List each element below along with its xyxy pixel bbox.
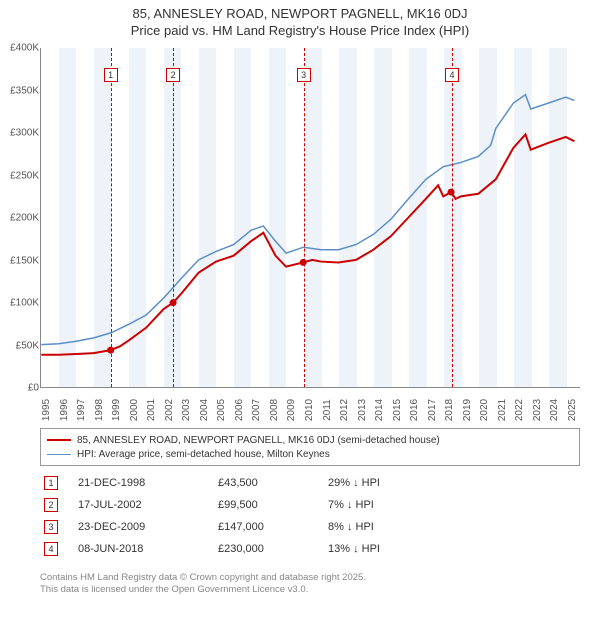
legend-swatch (47, 454, 71, 455)
x-axis-tick: 2000 (129, 399, 140, 421)
sale-row: 1 21-DEC-1998£43,50029% ↓ HPI (40, 472, 580, 494)
property-line (41, 134, 574, 354)
sale-date: 21-DEC-1998 (78, 477, 218, 489)
x-axis-tick: 2005 (216, 399, 227, 421)
x-axis-tick: 2009 (286, 399, 297, 421)
plot-area: £0£50K£100K£150K£200K£250K£300K£350K£400… (40, 48, 580, 388)
sale-date: 17-JUL-2002 (78, 499, 218, 511)
y-axis-tick: £200K (1, 213, 39, 224)
x-axis-tick: 1996 (59, 399, 70, 421)
chart-legend: 85, ANNESLEY ROAD, NEWPORT PAGNELL, MK16… (40, 428, 580, 466)
x-axis-tick: 1999 (111, 399, 122, 421)
price-chart: £0£50K£100K£150K£200K£250K£300K£350K£400… (40, 48, 580, 388)
sale-price: £99,500 (218, 499, 328, 511)
x-axis-tick: 2019 (462, 399, 473, 421)
sale-price: £43,500 (218, 477, 328, 489)
x-axis-tick: 1997 (76, 399, 87, 421)
legend-item: HPI: Average price, semi-detached house,… (47, 447, 573, 461)
x-axis-tick: 2021 (497, 399, 508, 421)
x-axis-tick: 2007 (251, 399, 262, 421)
x-axis-tick: 2023 (532, 399, 543, 421)
sale-price: £230,000 (218, 543, 328, 555)
y-axis-tick: £300K (1, 128, 39, 139)
x-axis-tick: 2022 (514, 399, 525, 421)
sale-marker-line (111, 48, 112, 387)
page-title-subtitle: Price paid vs. HM Land Registry's House … (0, 23, 600, 38)
sale-marker-label: 3 (297, 68, 311, 82)
x-axis-tick: 1998 (94, 399, 105, 421)
legend-label: 85, ANNESLEY ROAD, NEWPORT PAGNELL, MK16… (77, 435, 440, 446)
footnote-line2: This data is licensed under the Open Gov… (40, 584, 580, 596)
sale-marker-label: 1 (104, 68, 118, 82)
page-title-address: 85, ANNESLEY ROAD, NEWPORT PAGNELL, MK16… (0, 6, 600, 21)
x-axis-tick: 2003 (181, 399, 192, 421)
sale-row: 3 23-DEC-2009£147,0008% ↓ HPI (40, 516, 580, 538)
x-axis-tick: 2001 (146, 399, 157, 421)
x-axis-tick: 2024 (549, 399, 560, 421)
x-axis-tick: 2020 (479, 399, 490, 421)
license-footnote: Contains HM Land Registry data © Crown c… (40, 572, 580, 597)
sale-row: 2 17-JUL-2002£99,5007% ↓ HPI (40, 494, 580, 516)
y-axis-tick: £100K (1, 298, 39, 309)
sale-date: 08-JUN-2018 (78, 543, 218, 555)
sale-marker-line (452, 48, 453, 387)
sale-diff: 7% ↓ HPI (328, 499, 448, 511)
sale-price: £147,000 (218, 521, 328, 533)
sale-number-box: 4 (44, 542, 58, 556)
y-axis-tick: £350K (1, 85, 39, 96)
x-axis-tick: 2011 (322, 399, 333, 421)
x-axis-tick: 2010 (304, 399, 315, 421)
sale-number-box: 3 (44, 520, 58, 534)
sale-number-box: 1 (44, 476, 58, 490)
chart-lines-svg (41, 48, 580, 387)
y-axis-tick: £150K (1, 255, 39, 266)
x-axis-tick: 2017 (427, 399, 438, 421)
x-axis-tick: 1995 (41, 399, 52, 421)
x-axis-tick: 2014 (374, 399, 385, 421)
x-axis-tick: 2018 (444, 399, 455, 421)
sale-row: 4 08-JUN-2018£230,00013% ↓ HPI (40, 538, 580, 560)
x-axis-tick: 2004 (199, 399, 210, 421)
legend-swatch (47, 439, 71, 441)
x-axis-tick: 2013 (357, 399, 368, 421)
sale-diff: 13% ↓ HPI (328, 543, 448, 555)
hpi-line (41, 95, 574, 345)
x-axis-tick: 2006 (234, 399, 245, 421)
footnote-line1: Contains HM Land Registry data © Crown c… (40, 572, 580, 584)
y-axis-tick: £250K (1, 170, 39, 181)
y-axis-tick: £400K (1, 43, 39, 54)
x-axis-tick: 2012 (339, 399, 350, 421)
sale-marker-label: 2 (166, 68, 180, 82)
sales-table: 1 21-DEC-1998£43,50029% ↓ HPI 2 17-JUL-2002… (40, 472, 580, 560)
legend-label: HPI: Average price, semi-detached house,… (77, 449, 330, 460)
sale-number-box: 2 (44, 498, 58, 512)
sale-marker-label: 4 (445, 68, 459, 82)
x-axis-tick: 2015 (392, 399, 403, 421)
sale-marker-line (304, 48, 305, 387)
y-axis-tick: £50K (1, 340, 39, 351)
x-axis-tick: 2008 (269, 399, 280, 421)
sale-diff: 8% ↓ HPI (328, 521, 448, 533)
sale-diff: 29% ↓ HPI (328, 477, 448, 489)
x-axis-tick: 2002 (164, 399, 175, 421)
x-axis-tick: 2025 (567, 399, 578, 421)
sale-marker-line (173, 48, 174, 387)
sale-date: 23-DEC-2009 (78, 521, 218, 533)
x-axis-tick: 2016 (409, 399, 420, 421)
legend-item: 85, ANNESLEY ROAD, NEWPORT PAGNELL, MK16… (47, 433, 573, 447)
y-axis-tick: £0 (1, 383, 39, 394)
